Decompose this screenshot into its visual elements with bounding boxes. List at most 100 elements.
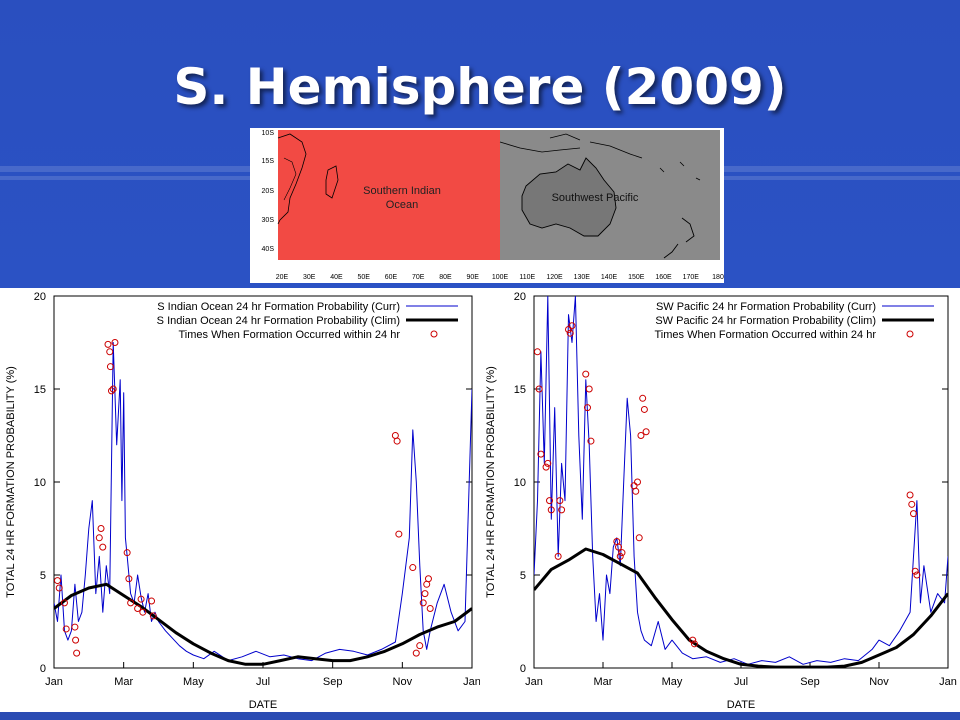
current-probability-line xyxy=(54,342,472,662)
map-lon-label: 130E xyxy=(574,274,591,281)
y-tick-label: 15 xyxy=(34,384,46,396)
formation-event-marker xyxy=(546,497,554,505)
x-tick-label: Mar xyxy=(114,676,133,688)
map-lon-label: 120E xyxy=(546,274,563,281)
legend-entry-label: SW Pacific 24 hr Formation Probability (… xyxy=(656,301,876,313)
x-axis-label: DATE xyxy=(727,699,756,711)
y-tick-label: 5 xyxy=(520,570,526,582)
region-label-sio-line1: Southern Indian xyxy=(363,185,441,197)
y-tick-label: 0 xyxy=(40,663,46,675)
formation-event-marker xyxy=(615,543,623,551)
x-tick-label: Mar xyxy=(594,676,613,688)
legend-entry-label: Times When Formation Occurred within 24 … xyxy=(655,329,877,341)
x-tick-label: May xyxy=(183,676,204,688)
formation-event-marker xyxy=(134,604,142,612)
formation-event-marker xyxy=(107,387,115,395)
legend-entry-label: S Indian Ocean 24 hr Formation Probabili… xyxy=(157,315,400,327)
legend-entry-label: Times When Formation Occurred within 24 … xyxy=(179,329,401,341)
x-axis-label: DATE xyxy=(249,699,278,711)
formation-event-marker xyxy=(111,339,119,346)
formation-event-marker xyxy=(104,340,112,348)
formation-event-marker xyxy=(637,432,645,439)
formation-event-marker xyxy=(689,636,697,644)
formation-event-marker xyxy=(409,564,417,572)
formation-event-marker xyxy=(558,506,566,514)
map-lon-label: 150E xyxy=(628,274,645,281)
formation-event-marker xyxy=(582,370,590,378)
x-tick-label: Jan xyxy=(45,676,63,688)
formation-event-marker xyxy=(73,649,81,657)
x-tick-label: Jan xyxy=(525,676,543,688)
y-tick-label: 20 xyxy=(514,291,526,303)
formation-event-marker xyxy=(913,571,921,579)
climatology-line xyxy=(534,547,948,668)
formation-event-marker xyxy=(547,506,555,514)
formation-event-marker xyxy=(139,608,147,616)
x-tick-label: Sep xyxy=(800,676,820,688)
formation-event-marker xyxy=(908,500,916,508)
legend-entry-label: SW Pacific 24 hr Formation Probability (… xyxy=(655,315,876,327)
formation-event-marker xyxy=(426,604,434,612)
formation-event-marker xyxy=(123,549,131,557)
map-lon-label: 50E xyxy=(358,274,371,281)
x-tick-label: May xyxy=(662,676,683,688)
formation-event-marker xyxy=(148,597,156,605)
map-lon-label: 40E xyxy=(330,274,343,281)
formation-event-marker xyxy=(421,590,429,598)
southern-indian-ocean-region xyxy=(278,130,500,260)
map-lon-label: 30E xyxy=(303,274,316,281)
africa-coastline xyxy=(277,133,307,225)
formation-event-marker xyxy=(583,404,591,412)
legend-entry-label: S Indian Ocean 24 hr Formation Probabili… xyxy=(157,301,400,313)
slide-bottom-bar xyxy=(0,712,960,720)
formation-event-marker xyxy=(542,463,550,471)
pacific-islands xyxy=(659,161,701,181)
y-tick-label: 15 xyxy=(514,384,526,396)
formation-event-marker xyxy=(393,437,401,445)
swp-probability-chart: 0 5 10 15 20 Jan Mar May Jul Sep Nov Jan DATE TOTAL 2… xyxy=(485,291,957,711)
slide-title: S. Hemisphere (2009) xyxy=(173,58,787,116)
formation-event-marker xyxy=(54,577,61,585)
formation-event-marker xyxy=(535,385,543,393)
formation-event-marker xyxy=(640,405,648,413)
map-lat-label: 10S xyxy=(262,130,275,137)
map-lat-label: 30S xyxy=(262,217,275,224)
region-label-swp: Southwest Pacific xyxy=(552,192,639,204)
y-tick-label: 20 xyxy=(34,291,46,303)
formation-event-marker xyxy=(416,642,424,650)
formation-event-marker xyxy=(125,575,133,583)
formation-event-marker xyxy=(395,530,403,538)
maritime-continent-coastlines xyxy=(499,133,643,159)
map-lon-label: 20E xyxy=(276,274,289,281)
y-tick-label: 5 xyxy=(40,570,46,582)
formation-event-marker xyxy=(106,363,114,371)
formation-event-marker xyxy=(534,348,541,356)
map-latitude-labels: 10S 15S 20S 30S 40S xyxy=(262,130,275,253)
formation-event-marker xyxy=(585,385,593,393)
map-lon-label: 100E xyxy=(492,274,509,281)
climatology-line xyxy=(54,582,472,666)
x-tick-label: Jul xyxy=(734,676,748,688)
legend-marker-swatch xyxy=(430,330,438,338)
formation-event-marker xyxy=(639,394,647,402)
formation-event-marker xyxy=(71,623,79,631)
map-lon-label: 80E xyxy=(439,274,452,281)
formation-event-marker xyxy=(618,549,626,557)
formation-event-marker xyxy=(537,450,545,458)
formation-event-marker xyxy=(587,437,595,445)
x-tick-label: Jan xyxy=(463,676,480,688)
map-lon-label: 110E xyxy=(519,274,535,281)
formation-event-marker xyxy=(97,525,105,532)
new-zealand-outline xyxy=(663,217,695,259)
y-tick-label: 0 xyxy=(520,663,526,675)
legend-marker-swatch xyxy=(906,330,914,338)
y-axis-label: TOTAL 24 HR FORMATION PROBABILITY (%) xyxy=(5,366,17,598)
x-tick-label: Nov xyxy=(393,676,413,688)
formation-event-marker xyxy=(544,459,552,467)
australia-outline xyxy=(521,157,617,237)
map-lon-label: 70E xyxy=(412,274,425,281)
formation-event-marker xyxy=(60,599,68,607)
map-lon-label: 140E xyxy=(601,274,618,281)
formation-event-marker xyxy=(634,478,641,486)
formation-event-marker xyxy=(616,552,624,560)
